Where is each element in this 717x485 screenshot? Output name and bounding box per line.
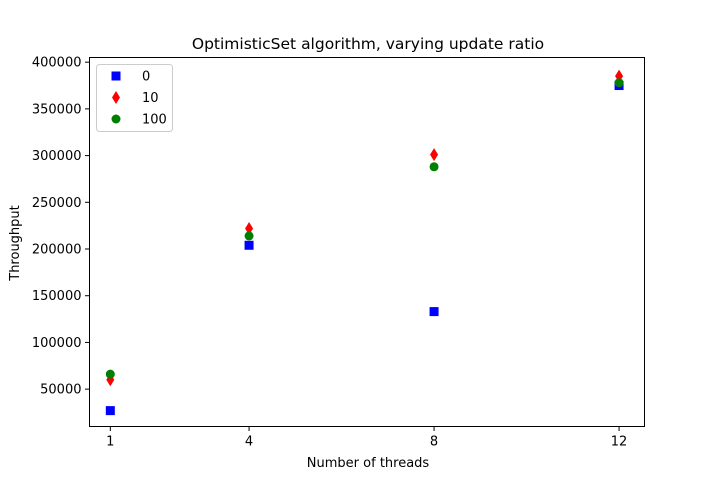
- data-point-square: [244, 240, 254, 250]
- x-axis-label: Number of threads: [307, 456, 430, 471]
- data-point-circle: [614, 78, 624, 88]
- x-tick-label: 8: [430, 435, 438, 450]
- legend-label: 10: [142, 91, 159, 106]
- y-tick-label: 350000: [32, 102, 82, 117]
- data-point-circle: [105, 369, 115, 379]
- data-point-square: [429, 307, 439, 317]
- series-0: [105, 81, 624, 416]
- y-axis-label: Throughput: [8, 205, 23, 282]
- data-points: [105, 69, 624, 416]
- y-tick-label: 150000: [32, 289, 82, 304]
- legend-marker-diamond: [112, 91, 120, 104]
- plot-area-frame: [89, 57, 645, 427]
- y-tick-label: 400000: [32, 56, 82, 71]
- series-100: [105, 78, 624, 379]
- y-tick-label: 100000: [32, 336, 82, 351]
- y-tick-label: 300000: [32, 149, 82, 164]
- y-tick-label: 50000: [40, 383, 81, 398]
- legend-marker-square: [111, 71, 121, 81]
- x-tick-label: 1: [106, 435, 114, 450]
- data-point-square: [105, 406, 115, 416]
- axis-ticks: 1 4 8 12 50000 100000 150000 200000 250000 300000…: [32, 56, 627, 450]
- x-tick-label: 4: [245, 435, 253, 450]
- y-tick-label: 250000: [32, 196, 82, 211]
- legend-label: 0: [142, 70, 150, 85]
- chart-title: OptimisticSet algorithm, varying update …: [192, 35, 544, 53]
- x-tick-label: 12: [611, 435, 628, 450]
- legend-label: 100: [142, 113, 167, 128]
- legend: 0 10 100: [96, 64, 173, 132]
- data-point-circle: [429, 162, 439, 172]
- data-point-diamond: [245, 221, 254, 235]
- data-point-diamond: [430, 148, 439, 162]
- legend-marker-circle: [111, 114, 121, 124]
- series-10: [106, 69, 624, 387]
- data-point-circle: [244, 231, 254, 241]
- y-tick-label: 200000: [32, 243, 82, 258]
